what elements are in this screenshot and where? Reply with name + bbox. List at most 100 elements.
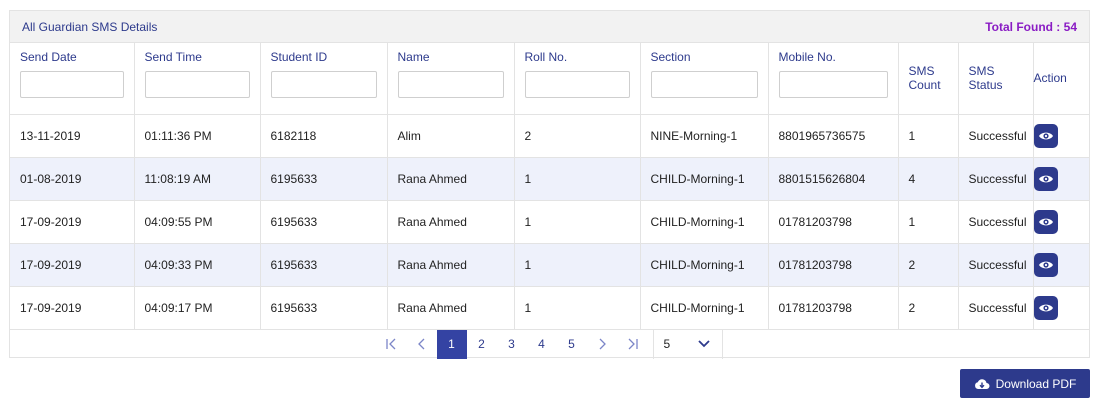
table-body: 13-11-2019 01:11:36 PM 6182118 Alim 2 NINE-Mo… (10, 114, 1089, 330)
name-filter-input[interactable] (397, 71, 504, 99)
last-page-icon (628, 338, 638, 350)
view-details-button[interactable] (1033, 252, 1058, 277)
roll-no-filter-input[interactable] (524, 71, 630, 99)
mobile-no-filter-input[interactable] (778, 71, 888, 99)
section-cell: NINE-Morning-1 (640, 114, 769, 158)
page-5-button[interactable]: 5 (568, 337, 575, 351)
sms-count-cell: 1 (898, 200, 959, 244)
view-details-button[interactable] (1033, 123, 1058, 148)
col-label: SMS Status (968, 64, 1003, 93)
col-label: Name (397, 50, 430, 65)
sms-status-cell: Successful (958, 157, 1034, 201)
section-cell: CHILD-Morning-1 (640, 286, 769, 330)
page-size-value: 5 (663, 337, 671, 351)
page-2-button[interactable]: 2 (478, 337, 485, 351)
sms-status-cell: Successful (958, 243, 1034, 287)
total-found-count: Total Found : 54 (985, 19, 1077, 34)
next-page-button[interactable] (587, 330, 617, 359)
chevron-down-icon (697, 340, 710, 348)
view-details-button[interactable] (1033, 209, 1058, 234)
first-page-button[interactable] (377, 330, 407, 359)
prev-page-button[interactable] (407, 330, 437, 359)
send-time-cell: 11:08:19 AM (134, 157, 261, 201)
view-details-button[interactable] (1033, 166, 1058, 191)
send-time-filter-input[interactable] (144, 71, 250, 99)
col-send-date: Send Date (10, 43, 135, 115)
send-date-cell: 17-09-2019 (10, 286, 135, 330)
sms-status-cell: Successful (958, 200, 1034, 244)
eye-icon (1038, 175, 1053, 182)
name-cell: Rana Ahmed (387, 157, 515, 201)
roll-no-cell: 1 (514, 243, 641, 287)
send-date-filter-input[interactable] (20, 71, 124, 99)
header-row: Send Date Send Time Student ID Name Roll… (10, 43, 1089, 115)
mobile-no-cell: 01781203798 (768, 243, 899, 287)
action-cell (1033, 114, 1089, 158)
student-id-cell: 6195633 (260, 200, 388, 244)
mobile-no-cell: 01781203798 (768, 200, 899, 244)
view-details-button[interactable] (1033, 295, 1058, 320)
sms-status-cell: Successful (958, 286, 1034, 330)
student-id-cell: 6195633 (260, 243, 388, 287)
sms-count-cell: 2 (898, 286, 959, 330)
col-label: Student ID (270, 50, 328, 65)
last-page-button[interactable] (617, 330, 647, 359)
send-time-cell: 01:11:36 PM (134, 114, 261, 158)
mobile-no-cell: 8801965736575 (768, 114, 899, 158)
send-time-cell: 04:09:33 PM (134, 243, 261, 287)
table-row: 13-11-2019 01:11:36 PM 6182118 Alim 2 NINE-Mo… (10, 114, 1089, 158)
send-time-cell: 04:09:55 PM (134, 200, 261, 244)
roll-no-cell: 1 (514, 157, 641, 201)
col-label: SMS Count (908, 64, 941, 93)
sms-count-cell: 4 (898, 157, 959, 201)
action-cell (1033, 157, 1089, 201)
download-pdf-button[interactable]: Download PDF (960, 369, 1090, 398)
page-4-button[interactable]: 4 (538, 337, 545, 351)
mobile-no-cell: 01781203798 (768, 286, 899, 330)
roll-no-cell: 1 (514, 286, 641, 330)
action-cell (1033, 200, 1089, 244)
first-page-icon (385, 338, 395, 350)
pagination: 1 2 3 4 5 5 (10, 329, 1089, 359)
col-label: Roll No. (524, 50, 568, 65)
col-send-time: Send Time (134, 43, 261, 115)
action-cell (1033, 286, 1089, 330)
eye-icon (1038, 304, 1053, 311)
section-filter-input[interactable] (650, 71, 758, 99)
panel-title: All Guardian SMS Details (22, 19, 158, 34)
sms-count-cell: 2 (898, 243, 959, 287)
send-time-cell: 04:09:17 PM (134, 286, 261, 330)
col-label: Mobile No. (778, 50, 836, 65)
table-row: 17-09-2019 04:09:17 PM 6195633 Rana Ahmed 1 C… (10, 286, 1089, 330)
page-size-select[interactable]: 5 (652, 329, 723, 359)
cloud-download-icon (974, 378, 990, 389)
chevron-right-icon (599, 338, 606, 350)
page-1-button[interactable]: 1 (436, 329, 467, 359)
col-section: Section (640, 43, 769, 115)
name-cell: Rana Ahmed (387, 286, 515, 330)
col-action: Action (1033, 43, 1089, 115)
student-id-cell: 6195633 (260, 157, 388, 201)
name-cell: Alim (387, 114, 515, 158)
student-id-filter-input[interactable] (270, 71, 377, 99)
name-cell: Rana Ahmed (387, 200, 515, 244)
eye-icon (1038, 261, 1053, 268)
col-label: Section (650, 50, 691, 65)
table-row: 17-09-2019 04:09:33 PM 6195633 Rana Ahmed 1 C… (10, 243, 1089, 287)
col-roll-no: Roll No. (514, 43, 641, 115)
col-label: Action (1033, 71, 1067, 86)
col-sms-count: SMS Count (898, 43, 959, 115)
page-3-button[interactable]: 3 (508, 337, 515, 351)
download-pdf-label: Download PDF (995, 376, 1077, 391)
roll-no-cell: 1 (514, 200, 641, 244)
send-date-cell: 01-08-2019 (10, 157, 135, 201)
section-cell: CHILD-Morning-1 (640, 200, 769, 244)
col-sms-status: SMS Status (958, 43, 1034, 115)
eye-icon (1038, 132, 1053, 139)
table-row: 01-08-2019 11:08:19 AM 6195633 Rana Ahmed 1 C… (10, 157, 1089, 201)
section-cell: CHILD-Morning-1 (640, 243, 769, 287)
roll-no-cell: 2 (514, 114, 641, 158)
col-student-id: Student ID (260, 43, 388, 115)
col-label: Send Date (20, 50, 77, 65)
chevron-left-icon (417, 338, 424, 350)
